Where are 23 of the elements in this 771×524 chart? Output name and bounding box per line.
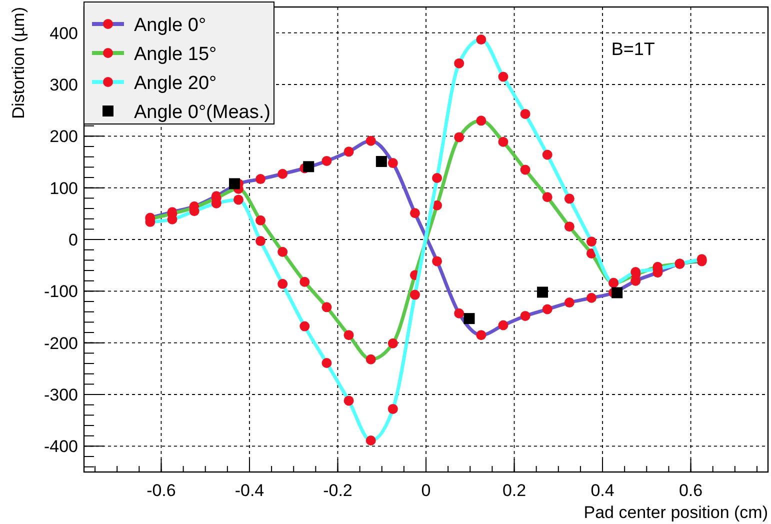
y-axis-title: Distortion (µm): [9, 7, 28, 119]
x-tick-label: 0.4: [590, 481, 614, 500]
x-axis-title: Pad center position (cm): [584, 503, 768, 522]
legend-label: Angle 0°: [134, 15, 206, 36]
y-tick-label: -300: [44, 386, 78, 404]
legend-label: Angle 0°(Meas.): [134, 102, 270, 123]
x-tick-label: -0.4: [234, 481, 264, 500]
y-tick-label: 100: [50, 178, 78, 198]
x-tick-label: 0.6: [678, 481, 703, 500]
y-tick-label: 200: [50, 127, 78, 146]
x-tick-label: 0.2: [502, 481, 526, 500]
y-tick-label: 400: [50, 24, 78, 43]
y-tick-label: -100: [44, 282, 78, 302]
x-tick-label: 0: [421, 481, 431, 500]
legend-label: Angle 20°: [134, 73, 217, 94]
y-tick-label: -200: [44, 334, 78, 353]
y-tick-label: 0: [68, 230, 78, 250]
x-tick-label: -0.6: [146, 481, 176, 500]
y-tick-label: -400: [44, 437, 78, 456]
y-tick-label: 300: [50, 76, 78, 94]
annotation: B=1T: [611, 39, 655, 59]
legend-label: Angle 15°: [134, 44, 217, 65]
x-tick-label: -0.2: [323, 481, 352, 500]
